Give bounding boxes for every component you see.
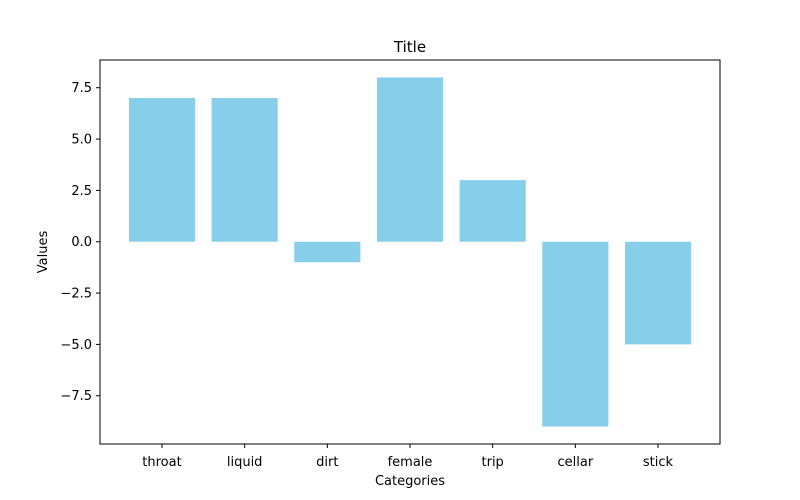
chart-title: Title — [393, 38, 426, 56]
bar-stick — [624, 241, 692, 345]
y-tick-label: 7.5 — [71, 81, 92, 96]
x-tick-label: female — [388, 455, 433, 470]
y-tick-label: 5.0 — [71, 133, 92, 148]
x-tick-label: dirt — [316, 455, 338, 470]
x-tick-label: cellar — [557, 455, 593, 470]
bar-cellar — [542, 241, 609, 427]
y-tick-label: 0.0 — [71, 235, 92, 250]
y-tick-label: −5.0 — [60, 338, 92, 353]
bars-group — [128, 77, 692, 427]
y-tick-label: 2.5 — [71, 184, 92, 199]
x-tick-label: trip — [482, 455, 504, 470]
y-tick-label: −7.5 — [60, 389, 92, 404]
bar-throat — [128, 97, 196, 242]
x-tick-label: throat — [142, 455, 181, 470]
bar-female — [376, 77, 444, 242]
x-axis-ticks: throat liquid dirt female trip cellar stick — [142, 444, 674, 470]
x-tick-label: stick — [643, 455, 674, 470]
bar-liquid — [211, 97, 278, 242]
x-axis-label: Categories — [375, 474, 445, 489]
bar-trip — [459, 180, 526, 242]
x-tick-label: liquid — [227, 455, 263, 470]
y-axis-label: Values — [36, 231, 51, 274]
y-tick-label: −2.5 — [60, 287, 92, 302]
y-axis-ticks: −7.5 −5.0 −2.5 0.0 2.5 5.0 7.5 — [60, 81, 100, 404]
plot-frame — [99, 59, 721, 445]
bar-dirt — [294, 241, 361, 263]
